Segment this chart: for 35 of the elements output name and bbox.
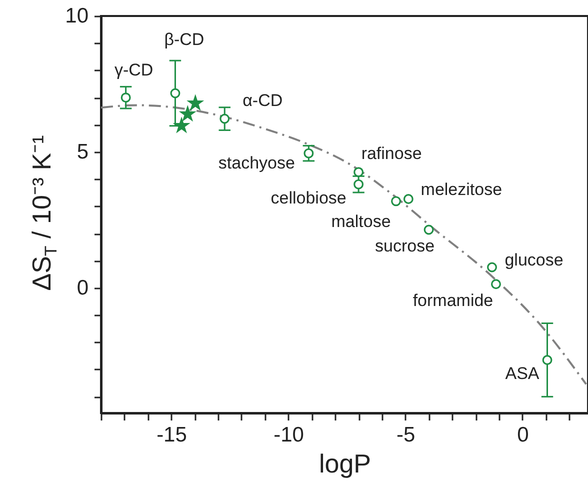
x-tick-label: -5: [396, 424, 416, 446]
point: [487, 262, 497, 272]
y-tick-label: 0: [76, 276, 88, 300]
annotation: γ-CD: [114, 60, 154, 80]
annotation: melezitose: [420, 180, 502, 199]
annotation: sucrose: [375, 236, 435, 256]
point: [188, 95, 204, 110]
annotation: ASA: [505, 364, 540, 383]
x-tick-label: -15: [156, 424, 187, 446]
annotation: stachyose: [218, 153, 295, 172]
point: [354, 179, 364, 190]
point: [304, 148, 314, 158]
point: [542, 355, 552, 365]
point: [180, 106, 196, 121]
x-tick-label: -10: [274, 424, 304, 446]
point: [220, 114, 230, 124]
annotation: α-CD: [242, 90, 283, 110]
annotation: rafinose: [361, 144, 422, 164]
point: [174, 118, 190, 132]
annotation: maltose: [331, 212, 391, 232]
point: [170, 88, 180, 98]
point: [424, 224, 434, 235]
point: [120, 92, 131, 103]
point: [403, 194, 414, 204]
annotation: β-CD: [164, 30, 204, 50]
annotation: formamide: [412, 291, 494, 310]
annotation: cellobiose: [270, 188, 346, 208]
x-axis-title: logP: [318, 448, 372, 478]
point: [391, 196, 401, 206]
point: [491, 279, 501, 290]
annotation: glucose: [504, 250, 564, 270]
x-tick-label: 0: [517, 424, 529, 446]
y-tick-label: 10: [65, 4, 88, 28]
point: [354, 167, 364, 178]
y-tick-label: 5: [76, 140, 88, 164]
